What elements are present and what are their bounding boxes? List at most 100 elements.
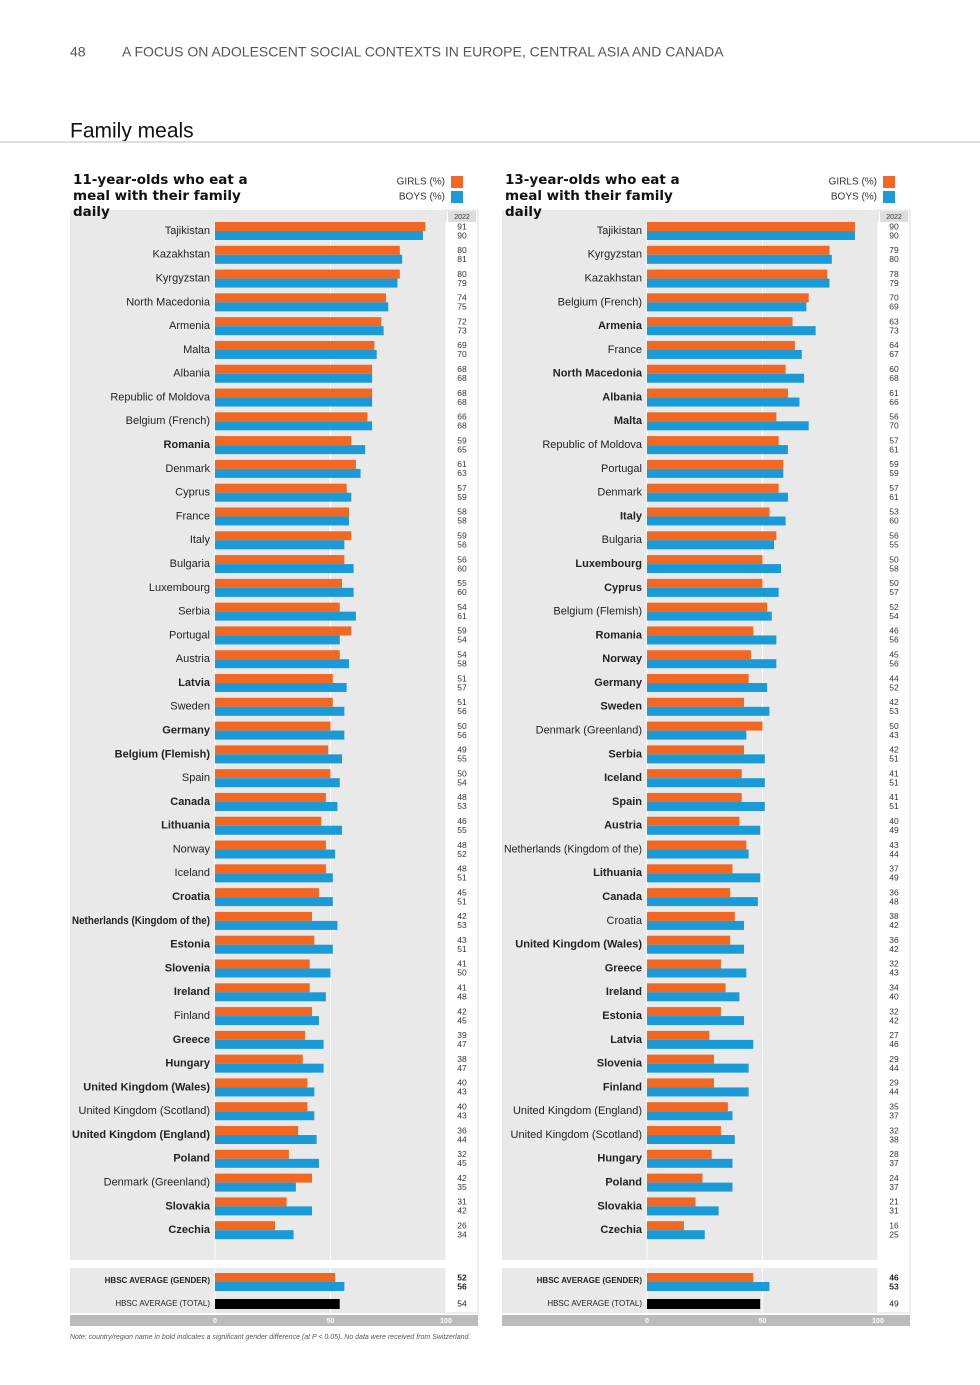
value-label: 49 [889,825,899,835]
bar [647,1230,705,1240]
bar [647,578,763,588]
bar [215,1007,313,1017]
value-label: 35 [889,1101,899,1111]
bar [647,421,809,431]
bar [647,1126,721,1136]
value-label: 58 [457,658,467,668]
value-label: 90 [889,221,899,231]
bar [215,1149,289,1159]
category-label: Spain [182,772,210,784]
category-label: Poland [605,1177,642,1189]
category-label: Luxembourg [575,558,642,570]
value-label: 90 [889,230,899,240]
category-label: Kazakhstan [153,249,210,261]
average-value-label: 53 [889,1281,899,1291]
value-label: 68 [457,388,467,398]
chart-title: 13-year-olds who eat a meal with their f… [505,172,680,220]
bar [647,1158,733,1168]
legend-label: GIRLS (%) [829,177,877,188]
bar [215,745,329,755]
bar [647,507,770,517]
bar [215,397,373,407]
category-label: Slovakia [597,1200,643,1212]
bar [647,635,777,645]
bar [215,468,361,478]
bar [215,222,426,231]
value-label: 55 [457,578,467,588]
value-label: 56 [457,706,467,716]
value-label: 28 [889,1149,899,1159]
bar [215,293,386,303]
bar [647,1221,684,1231]
bar [647,778,765,788]
bar [647,706,770,716]
average-value-label: 49 [889,1298,899,1308]
average-value-label: 54 [457,1298,467,1308]
value-label: 58 [457,507,467,517]
bar [647,302,807,312]
bar [647,983,726,993]
category-label: Malta [614,415,643,427]
category-label: North Macedonia [126,296,211,308]
bar [647,873,761,883]
legend-label: BOYS (%) [399,192,445,203]
bar [215,388,373,398]
category-label: Finland [174,1010,210,1022]
bar [215,364,373,374]
bar [647,659,777,669]
bar [647,397,800,407]
chart-title: 11-year-olds who eat a meal with their f… [73,172,248,220]
bar [647,436,779,446]
value-label: 40 [457,1101,467,1111]
bar [215,540,345,550]
axis-strip [70,1315,478,1326]
bar [215,1087,315,1097]
bar [215,1273,336,1282]
bar [647,278,830,288]
x-tick-label: 50 [759,1318,767,1325]
value-label: 16 [889,1220,899,1230]
value-label: 61 [457,611,467,621]
value-label: 63 [889,316,899,326]
bar [647,540,775,550]
x-tick-label: 0 [645,1318,649,1325]
value-label: 24 [889,1173,899,1183]
bar [647,911,735,921]
bar [647,602,768,612]
bar [647,373,805,383]
bar [647,825,761,835]
value-label: 31 [889,1206,899,1216]
value-label: 73 [457,325,467,335]
value-label: 68 [457,364,467,374]
category-label: Republic of Moldova [110,391,211,403]
value-label: 59 [457,531,467,541]
category-label: Canada [170,796,211,808]
value-label: 21 [889,1197,899,1207]
bar [215,436,352,446]
bar [647,516,786,526]
bar [215,507,349,517]
value-label: 49 [889,873,899,883]
bar [215,492,352,502]
average-label: HBSC AVERAGE (GENDER) [105,1276,211,1285]
value-label: 60 [889,364,899,374]
average-label: HBSC AVERAGE (GENDER) [537,1276,643,1285]
value-label: 50 [889,578,899,588]
category-label: Netherlands (Kingdom of the) [504,843,642,855]
bar [215,483,347,493]
bar [215,587,354,597]
value-label: 51 [457,896,467,906]
bar [215,302,389,312]
value-label: 60 [889,516,899,526]
bar [215,801,338,811]
bar [215,992,326,1002]
value-label: 43 [457,935,467,945]
value-label: 54 [457,777,467,787]
value-label: 40 [457,1078,467,1088]
value-label: 37 [889,1182,899,1192]
bar [215,1126,299,1136]
bar [647,364,786,374]
bar [647,340,795,350]
category-label: Austria [604,820,643,832]
bar [215,1206,313,1216]
